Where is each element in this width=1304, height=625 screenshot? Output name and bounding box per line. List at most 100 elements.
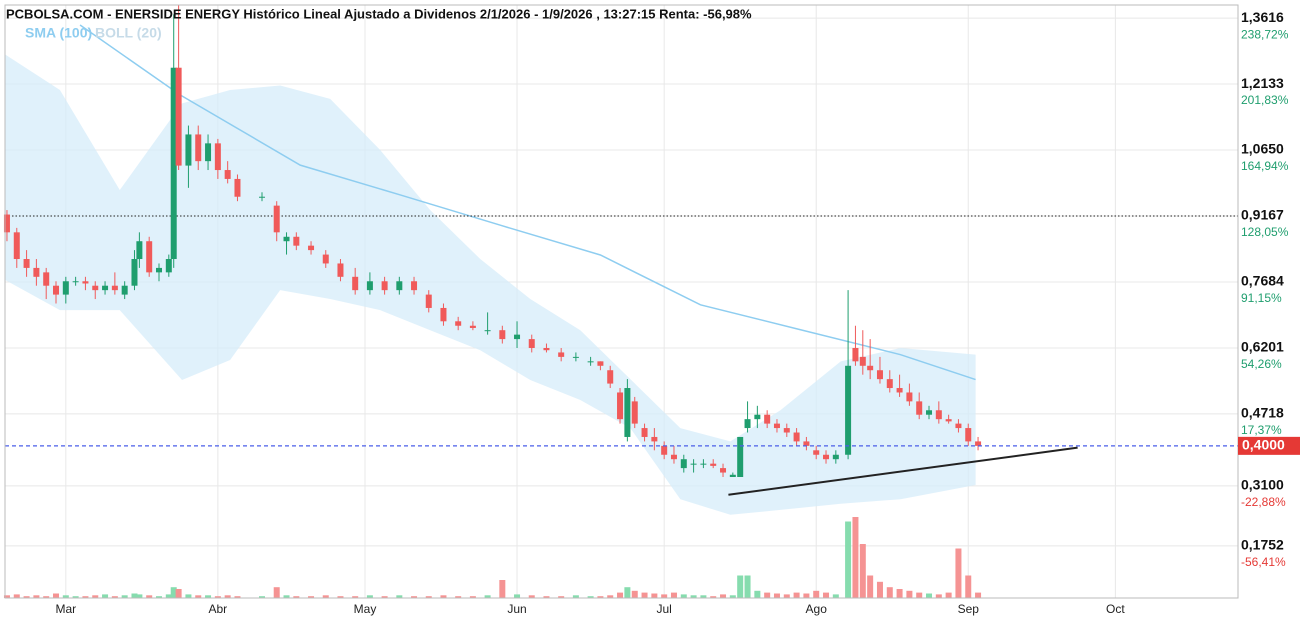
candle-body [156, 267, 163, 273]
candle-body [13, 232, 20, 260]
candle-body [381, 281, 388, 291]
candle-body [852, 347, 859, 362]
volume-bar [62, 595, 69, 598]
candle-body [754, 414, 761, 420]
candle-body [131, 259, 138, 286]
volume-bar [337, 596, 344, 598]
y-tick-label: 0,6201 [1241, 339, 1284, 355]
y2-tick-label: 128,05% [1241, 225, 1289, 239]
candle-body [543, 347, 550, 351]
volume-bar [916, 592, 923, 598]
volume-bar [558, 596, 565, 598]
volume-bar [352, 596, 359, 598]
candle-body [737, 436, 744, 477]
candle-body [170, 67, 177, 260]
volume-bar [617, 592, 624, 598]
candle-body [845, 365, 852, 455]
volume-bar [641, 592, 648, 598]
candle-body [102, 285, 109, 291]
volume-bar [293, 596, 300, 598]
candle-body [234, 178, 241, 197]
candle-body [916, 401, 923, 415]
volume-bar [597, 596, 604, 598]
volume-bar [965, 575, 972, 598]
candle-body [396, 281, 403, 291]
candle-body [366, 281, 373, 291]
x-tick-label: Jul [656, 602, 671, 616]
volume-bar [258, 596, 265, 598]
volume-bar [975, 592, 982, 598]
volume-bar [543, 596, 550, 598]
volume-bar [234, 596, 241, 598]
volume-bar [136, 594, 143, 598]
y2-tick-label: 238,72% [1241, 27, 1289, 41]
volume-bar [680, 594, 687, 598]
volume-bar [651, 593, 658, 598]
candle-body [935, 410, 942, 420]
volume-bar [146, 595, 153, 598]
y2-tick-label: -22,88% [1241, 495, 1286, 509]
candle-body [33, 267, 40, 277]
volume-bar [43, 596, 50, 598]
candle-body [876, 370, 883, 380]
volume-bar [440, 595, 447, 598]
candle-body [744, 419, 751, 429]
candle-body [214, 143, 221, 171]
candle-body [859, 356, 866, 366]
volume-bar [926, 593, 933, 598]
x-tick-label: Mar [55, 602, 76, 616]
candle-body [23, 259, 30, 268]
volume-bar [165, 594, 172, 598]
candle-body [499, 330, 506, 340]
candle-body [258, 196, 265, 198]
volume-bar [13, 594, 20, 598]
volume-bar [121, 595, 128, 598]
plot-frame [4, 4, 1239, 599]
volume-bar [744, 575, 751, 598]
volume-bar [455, 596, 462, 598]
candle-body [823, 454, 830, 460]
candle-body [175, 67, 182, 166]
volume-bar [945, 592, 952, 598]
volume-bar [175, 589, 182, 598]
volume-bar [82, 596, 89, 598]
volume-bar [773, 593, 780, 598]
plot-area [3, 5, 1238, 598]
volume-bar [906, 590, 913, 598]
volume-bar [955, 548, 962, 598]
candle-body [53, 285, 60, 295]
y-tick-label: 0,1752 [1241, 537, 1284, 553]
candle-body [793, 432, 800, 442]
volume-bar [156, 596, 163, 598]
y2-tick-label: -56,41% [1241, 555, 1286, 569]
volume-bar [754, 590, 761, 598]
y-tick-label: 1,3616 [1241, 9, 1284, 25]
volume-bar [23, 596, 30, 598]
candle-body [617, 392, 624, 420]
candle-body [670, 454, 677, 460]
volume-bar [867, 575, 874, 598]
y2-tick-label: 164,94% [1241, 159, 1289, 173]
candle-body [624, 388, 631, 437]
trendline [728, 446, 1078, 496]
candle-body [955, 423, 962, 429]
volume-bar [823, 592, 830, 598]
candle-body [283, 236, 290, 242]
y-tick-label: 0,3100 [1241, 477, 1284, 493]
candle-body [945, 419, 952, 422]
volume-bar [102, 594, 109, 598]
volume-bar [322, 595, 329, 598]
candle-body [773, 423, 780, 429]
candle-body [43, 272, 50, 286]
candle-body [224, 170, 231, 179]
volume-bar [224, 595, 231, 598]
candle-body [867, 365, 874, 371]
candle-body [136, 241, 143, 260]
candle-body [641, 428, 648, 437]
last-price-label: 0,4000 [1242, 437, 1285, 453]
volume-bar [661, 594, 668, 598]
candle-body [680, 459, 687, 469]
volume-bar [3, 595, 10, 598]
